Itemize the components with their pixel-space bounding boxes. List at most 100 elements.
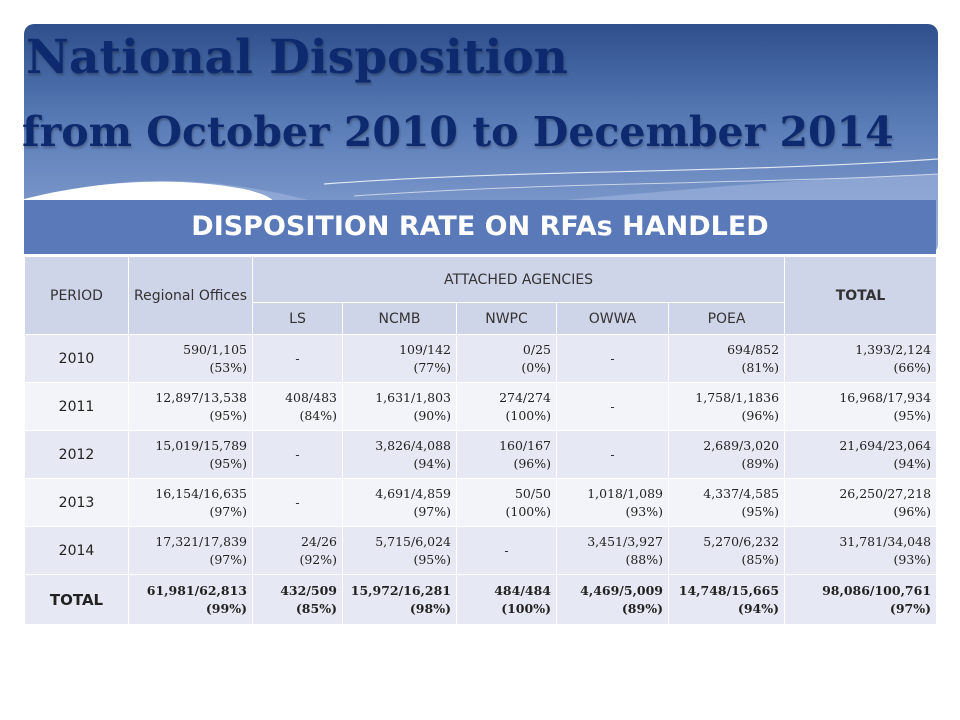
period-cell: 2014 bbox=[24, 526, 129, 575]
regional-cell: 590/1,105 (53%) bbox=[128, 334, 253, 383]
total-percent: (66%) bbox=[893, 359, 932, 375]
owwa-count: - bbox=[610, 398, 615, 414]
ls-count: 408/483 bbox=[285, 389, 337, 405]
period-cell: 2013 bbox=[24, 478, 129, 527]
ncmb-cell: 5,715/6,024 (95%) bbox=[342, 526, 457, 575]
ncmb-cell: 15,972/16,281 (98%) bbox=[342, 574, 457, 625]
owwa-count: 4,469/5,009 bbox=[580, 582, 663, 598]
owwa-cell: 3,451/3,927 (88%) bbox=[556, 526, 669, 575]
ncmb-cell: 1,631/1,803 (90%) bbox=[342, 382, 457, 431]
ncmb-cell: 3,826/4,088 (94%) bbox=[342, 430, 457, 479]
total-count: 16,968/17,934 bbox=[839, 389, 932, 405]
poea-cell: 1,758/1,1836 (96%) bbox=[667, 382, 786, 431]
poea-percent: (96%) bbox=[741, 407, 780, 423]
poea-cell: 14,748/15,665 (94%) bbox=[667, 574, 786, 625]
nwpc-count: 160/167 bbox=[499, 437, 551, 453]
regional-percent: (95%) bbox=[209, 407, 247, 423]
total-cell: 21,694/23,064 (94%) bbox=[784, 430, 938, 479]
nwpc-count: 50/50 bbox=[514, 485, 551, 501]
owwa-count: 1,018/1,089 bbox=[587, 485, 663, 501]
table-total-row: TOTAL 61,981/62,813 (99%) 432/509 (85%) 15,97… bbox=[24, 574, 938, 625]
regional-count: 16,154/16,635 bbox=[155, 485, 247, 501]
page-title-line1: National Disposition bbox=[26, 30, 568, 85]
total-count: 21,694/23,064 bbox=[839, 437, 932, 453]
total-percent: (97%) bbox=[889, 600, 932, 616]
ncmb-count: 109/142 bbox=[399, 341, 451, 357]
total-percent: (93%) bbox=[893, 551, 932, 567]
poea-percent: (89%) bbox=[741, 455, 780, 471]
poea-cell: 4,337/4,585 (95%) bbox=[667, 478, 786, 527]
poea-count: 4,337/4,585 bbox=[703, 485, 780, 501]
period-cell: TOTAL bbox=[24, 574, 129, 625]
nwpc-count: 274/274 bbox=[499, 389, 551, 405]
poea-count: 5,270/6,232 bbox=[703, 533, 780, 549]
poea-percent: (95%) bbox=[741, 503, 780, 519]
regional-cell: 17,321/17,839 (97%) bbox=[128, 526, 253, 575]
ls-percent: (85%) bbox=[295, 600, 337, 616]
header-nwpc: NWPC bbox=[456, 302, 557, 335]
regional-percent: (97%) bbox=[209, 503, 247, 519]
poea-count: 2,689/3,020 bbox=[703, 437, 780, 453]
owwa-cell: 1,018/1,089 (93%) bbox=[556, 478, 669, 527]
poea-cell: 5,270/6,232 (85%) bbox=[667, 526, 786, 575]
table-row: 2011 12,897/13,538 (95%) 408/483 (84%) 1,631/… bbox=[24, 382, 938, 431]
regional-count: 61,981/62,813 bbox=[146, 582, 247, 598]
ls-cell: 408/483 (84%) bbox=[252, 382, 343, 431]
total-percent: (95%) bbox=[893, 407, 932, 423]
regional-percent: (99%) bbox=[205, 600, 247, 616]
ncmb-count: 5,715/6,024 bbox=[375, 533, 451, 549]
poea-cell: 2,689/3,020 (89%) bbox=[667, 430, 786, 479]
ncmb-percent: (94%) bbox=[413, 455, 451, 471]
ncmb-percent: (77%) bbox=[413, 359, 451, 375]
ncmb-cell: 109/142 (77%) bbox=[342, 334, 457, 383]
nwpc-percent: (0%) bbox=[521, 359, 551, 375]
table-body: 2010 590/1,105 (53%) - 109/142 (77%) 0/25 (0%) -… bbox=[24, 334, 938, 625]
regional-percent: (95%) bbox=[209, 455, 247, 471]
header-attached-agencies: ATTACHED AGENCIES bbox=[251, 256, 786, 303]
header-total: TOTAL bbox=[784, 256, 938, 335]
nwpc-cell: 0/25 (0%) bbox=[456, 334, 557, 383]
poea-count: 1,758/1,1836 bbox=[695, 389, 780, 405]
poea-percent: (81%) bbox=[741, 359, 780, 375]
total-count: 31,781/34,048 bbox=[839, 533, 932, 549]
poea-percent: (85%) bbox=[741, 551, 780, 567]
owwa-cell: - bbox=[556, 430, 669, 479]
ls-count: - bbox=[295, 494, 300, 510]
poea-count: 14,748/15,665 bbox=[678, 582, 780, 598]
nwpc-count: 0/25 bbox=[522, 341, 551, 357]
regional-percent: (53%) bbox=[209, 359, 247, 375]
owwa-percent: (93%) bbox=[625, 503, 663, 519]
regional-count: 15,019/15,789 bbox=[155, 437, 247, 453]
ls-count: - bbox=[295, 350, 300, 366]
table-row: 2014 17,321/17,839 (97%) 24/26 (92%) 5,715/6,… bbox=[24, 526, 938, 575]
poea-percent: (94%) bbox=[737, 600, 780, 616]
owwa-count: - bbox=[610, 350, 615, 366]
nwpc-percent: (100%) bbox=[501, 600, 551, 616]
ncmb-count: 4,691/4,859 bbox=[375, 485, 451, 501]
ls-cell: - bbox=[252, 430, 343, 479]
poea-count: 694/852 bbox=[727, 341, 780, 357]
table-row: 2010 590/1,105 (53%) - 109/142 (77%) 0/25 (0%) -… bbox=[24, 334, 938, 383]
regional-cell: 12,897/13,538 (95%) bbox=[128, 382, 253, 431]
total-count: 1,393/2,124 bbox=[855, 341, 932, 357]
ncmb-count: 15,972/16,281 bbox=[350, 582, 451, 598]
period-cell: 2012 bbox=[24, 430, 129, 479]
nwpc-percent: (100%) bbox=[505, 503, 552, 519]
owwa-percent: (88%) bbox=[625, 551, 663, 567]
header-owwa: OWWA bbox=[556, 302, 669, 335]
table-heading: DISPOSITION RATE ON RFAs HANDLED bbox=[24, 200, 936, 256]
header-poea: POEA bbox=[667, 302, 786, 335]
owwa-cell: - bbox=[556, 334, 669, 383]
regional-percent: (97%) bbox=[209, 551, 247, 567]
ls-cell: 432/509 (85%) bbox=[252, 574, 343, 625]
nwpc-cell: - bbox=[456, 526, 557, 575]
nwpc-cell: 160/167 (96%) bbox=[456, 430, 557, 479]
ls-count: 24/26 bbox=[300, 533, 337, 549]
ls-percent: (84%) bbox=[299, 407, 337, 423]
ncmb-percent: (98%) bbox=[409, 600, 451, 616]
header-period: PERIOD bbox=[24, 256, 129, 335]
ncmb-percent: (95%) bbox=[413, 551, 451, 567]
nwpc-count: 484/484 bbox=[494, 582, 551, 598]
ncmb-count: 1,631/1,803 bbox=[375, 389, 451, 405]
ls-percent: (92%) bbox=[299, 551, 337, 567]
